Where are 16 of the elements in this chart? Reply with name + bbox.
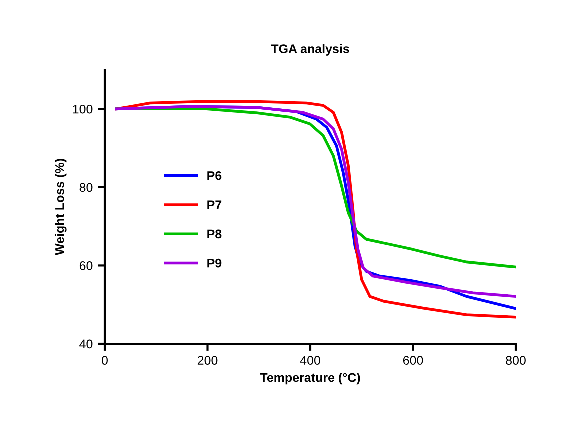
y-tick-label: 60 (80, 262, 93, 270)
legend-label: P7 (208, 200, 222, 210)
y-tick-label: 100 (73, 104, 93, 114)
x-tick-label: 600 (403, 356, 424, 365)
chart-title: TGA analysis (271, 44, 350, 56)
x-tick-label: 400 (300, 356, 320, 365)
y-tick-label: 40 (80, 340, 93, 349)
legend-label: P8 (208, 230, 222, 239)
x-tick-label: 0 (102, 356, 108, 365)
x-axis-title: Temperature (°C) (260, 373, 360, 385)
legend-label: P9 (208, 258, 222, 268)
x-tick-label: 800 (506, 356, 526, 365)
legend-label: P6 (208, 171, 222, 180)
x-tick-label: 200 (198, 356, 218, 365)
y-tick-label: 80 (80, 183, 93, 192)
y-axis-title: Weight Loss (%) (55, 159, 67, 256)
